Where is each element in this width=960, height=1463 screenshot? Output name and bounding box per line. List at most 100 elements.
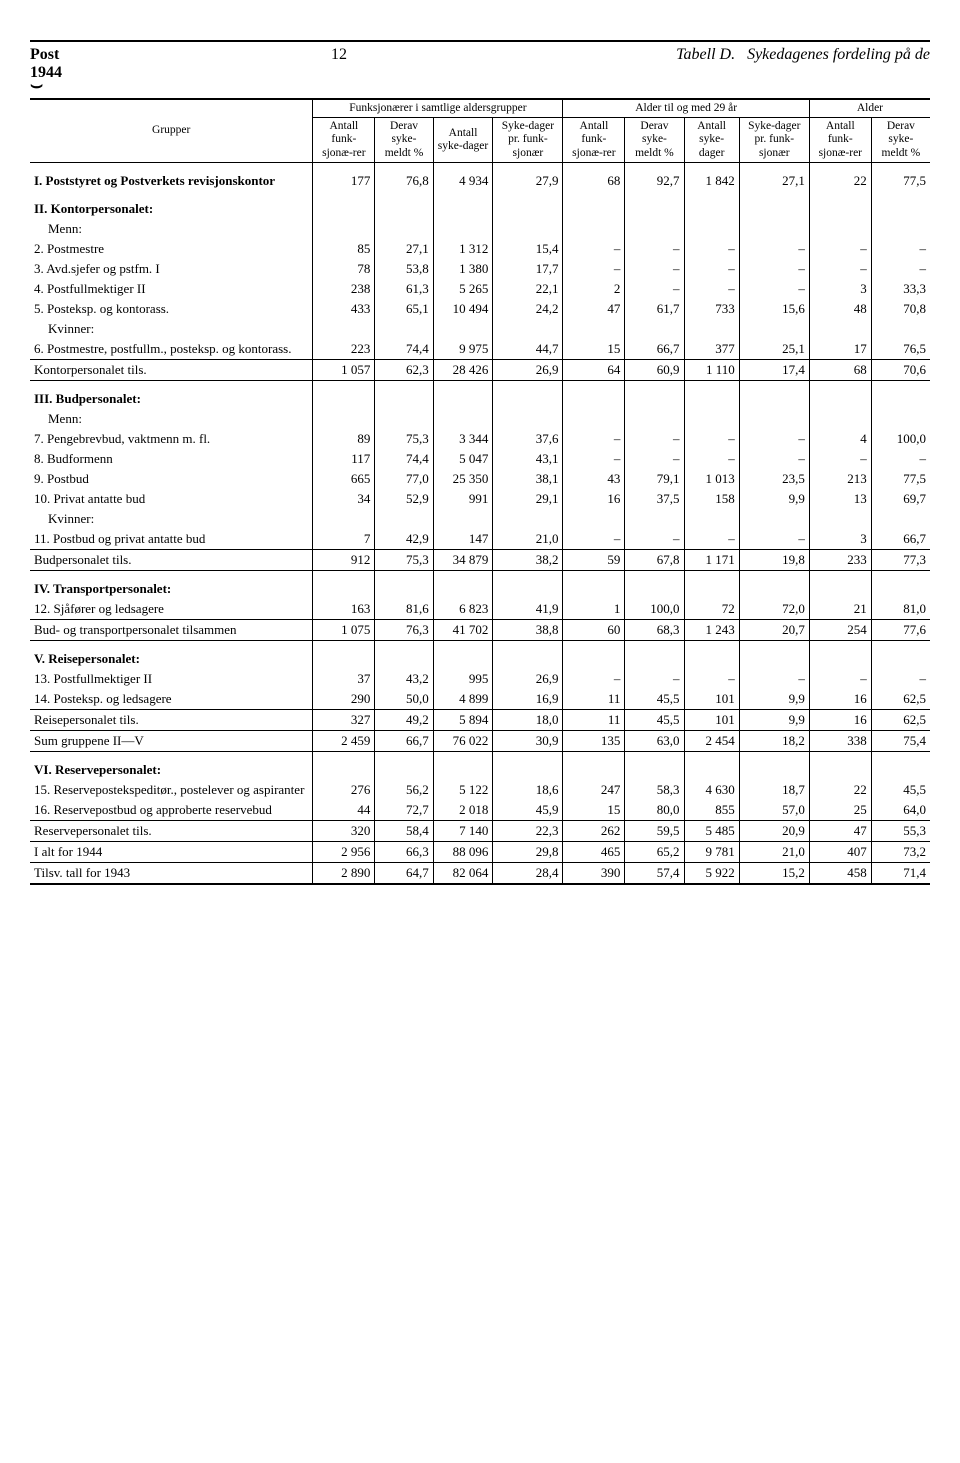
table-cell: 1 110 xyxy=(684,359,739,380)
table-cell xyxy=(625,409,684,429)
table-cell: 16 xyxy=(809,689,871,710)
table-cell xyxy=(433,319,493,339)
table-cell xyxy=(313,319,375,339)
table-head: Grupper Funksjonærer i samtlige aldersgr… xyxy=(30,99,930,162)
table-cell: – xyxy=(625,239,684,259)
table-cell: – xyxy=(684,239,739,259)
total-label: Reisepersonalet tils. xyxy=(30,709,313,730)
table-cell xyxy=(871,751,930,780)
table-cell: 38,1 xyxy=(493,469,563,489)
table-cell: 56,2 xyxy=(375,780,433,800)
table-cell: 33,3 xyxy=(871,279,930,299)
table-cell: 1 057 xyxy=(313,359,375,380)
table-cell: 77,5 xyxy=(871,469,930,489)
table-cell: 2 890 xyxy=(313,862,375,884)
table-cell: 665 xyxy=(313,469,375,489)
table-cell: 1 013 xyxy=(684,469,739,489)
col-c6: Derav syke-meldt % xyxy=(625,118,684,163)
table-cell: 16 xyxy=(809,709,871,730)
table-cell xyxy=(433,640,493,669)
table-cell xyxy=(809,570,871,599)
table-cell: 238 xyxy=(313,279,375,299)
table-cell: 45,5 xyxy=(625,709,684,730)
table-cell xyxy=(375,509,433,529)
table-cell: 42,9 xyxy=(375,529,433,550)
table-cell xyxy=(684,751,739,780)
table-cell: 62,5 xyxy=(871,709,930,730)
table-cell: 79,1 xyxy=(625,469,684,489)
table-cell: 66,7 xyxy=(871,529,930,550)
table-cell: 158 xyxy=(684,489,739,509)
table-cell xyxy=(563,219,625,239)
table-cell xyxy=(563,191,625,219)
page: Post 1944 ⌣ 12 Tabell D. Sykedagenes for… xyxy=(30,40,930,885)
table-cell: – xyxy=(625,449,684,469)
table-cell: 22 xyxy=(809,780,871,800)
table-cell: 7 140 xyxy=(433,820,493,841)
section-head: I. Poststyret og Postverkets revisjonsko… xyxy=(30,162,313,191)
table-cell: 276 xyxy=(313,780,375,800)
table-caption: Tabell D. Sykedagenes fordeling på de xyxy=(676,46,930,64)
section-head: II. Kontorpersonalet: xyxy=(30,191,313,219)
table-cell xyxy=(809,380,871,409)
table-cell xyxy=(625,191,684,219)
table-cell: 89 xyxy=(313,429,375,449)
table-cell xyxy=(684,219,739,239)
table-cell: – xyxy=(684,529,739,550)
table-cell xyxy=(313,380,375,409)
table-cell xyxy=(563,570,625,599)
table-cell: – xyxy=(563,259,625,279)
table-cell: 18,6 xyxy=(493,780,563,800)
table-cell: 44 xyxy=(313,800,375,821)
table-cell: 28 426 xyxy=(433,359,493,380)
table-cell: 465 xyxy=(563,841,625,862)
table-cell xyxy=(625,640,684,669)
table-cell: 49,2 xyxy=(375,709,433,730)
table-cell: 254 xyxy=(809,619,871,640)
table-cell: 34 879 xyxy=(433,549,493,570)
table-cell xyxy=(493,380,563,409)
table-cell xyxy=(871,409,930,429)
table-cell xyxy=(684,409,739,429)
table-cell: 68 xyxy=(563,162,625,191)
table-cell xyxy=(739,640,809,669)
table-cell: 21 xyxy=(809,599,871,620)
superhead-under29: Alder til og med 29 år xyxy=(563,99,809,118)
section-head: VI. Reservepersonalet: xyxy=(30,751,313,780)
table-cell: 76 022 xyxy=(433,730,493,751)
table-cell: 75,3 xyxy=(375,549,433,570)
table-cell: 68,3 xyxy=(625,619,684,640)
table-cell: 458 xyxy=(809,862,871,884)
table-cell: 5 122 xyxy=(433,780,493,800)
table-cell xyxy=(313,191,375,219)
table-cell xyxy=(375,380,433,409)
table-cell xyxy=(563,319,625,339)
table-cell: 163 xyxy=(313,599,375,620)
row-label: 6. Postmestre, postfullm., posteksp. og … xyxy=(30,339,313,360)
table-cell: 15 xyxy=(563,800,625,821)
table-cell: – xyxy=(625,279,684,299)
table-cell: 13 xyxy=(809,489,871,509)
table-cell: 9,9 xyxy=(739,689,809,710)
table-cell xyxy=(809,219,871,239)
table-cell: 67,8 xyxy=(625,549,684,570)
table-cell: 45,9 xyxy=(493,800,563,821)
table-cell: 17,4 xyxy=(739,359,809,380)
table-cell xyxy=(493,409,563,429)
table-cell: 25 xyxy=(809,800,871,821)
table-cell: 66,7 xyxy=(625,339,684,360)
table-cell: – xyxy=(809,669,871,689)
table-cell: 18,7 xyxy=(739,780,809,800)
table-cell: 57,0 xyxy=(739,800,809,821)
table-cell xyxy=(493,219,563,239)
table-cell: 58,3 xyxy=(625,780,684,800)
subhead: Kvinner: xyxy=(30,319,313,339)
table-cell: 9 975 xyxy=(433,339,493,360)
table-cell xyxy=(493,570,563,599)
table-cell: 733 xyxy=(684,299,739,319)
table-cell: – xyxy=(739,449,809,469)
table-cell: 92,7 xyxy=(625,162,684,191)
col-c3: Antall syke-dager xyxy=(433,118,493,163)
table-cell: 320 xyxy=(313,820,375,841)
table-cell: 2 956 xyxy=(313,841,375,862)
